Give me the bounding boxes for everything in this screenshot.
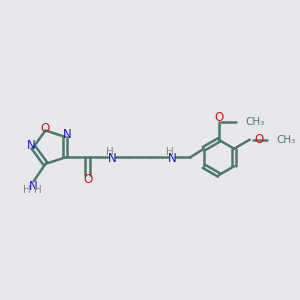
- Text: N: N: [27, 139, 36, 152]
- Text: N: N: [168, 152, 176, 164]
- Text: N: N: [63, 128, 71, 141]
- Text: CH₃: CH₃: [276, 135, 296, 145]
- Text: H: H: [34, 185, 42, 195]
- Text: N: N: [108, 152, 116, 164]
- Text: CH₃: CH₃: [246, 117, 265, 128]
- Text: O: O: [254, 133, 263, 146]
- Text: O: O: [214, 111, 224, 124]
- Text: H: H: [166, 147, 173, 158]
- Text: O: O: [83, 173, 92, 186]
- Text: N: N: [28, 180, 38, 193]
- Text: H: H: [23, 185, 31, 195]
- Text: H: H: [106, 147, 113, 158]
- Text: O: O: [41, 122, 50, 135]
